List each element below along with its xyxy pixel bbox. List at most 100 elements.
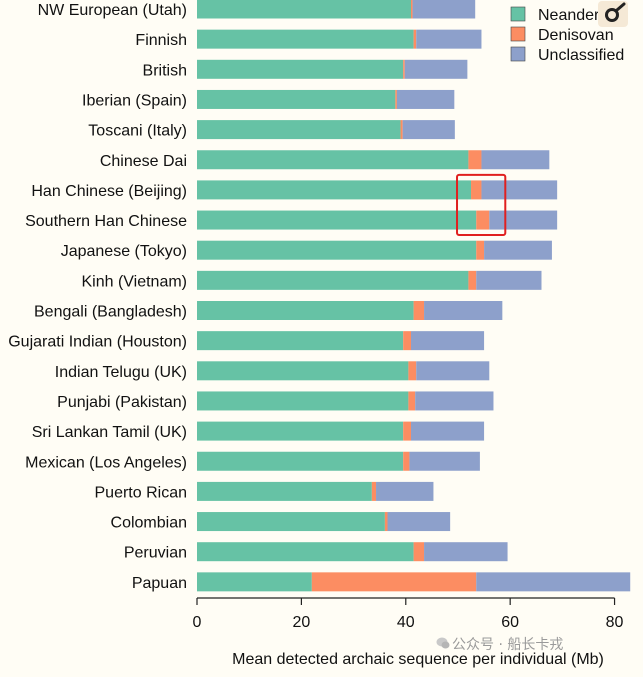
bar-neanderthal-0 <box>197 0 411 19</box>
bars-group <box>197 0 631 592</box>
x-tick-label: 40 <box>397 614 415 631</box>
bar-unclassified-11 <box>411 331 485 351</box>
bar-denisovan-6 <box>471 180 482 200</box>
bar-neanderthal-3 <box>197 89 396 109</box>
wechat-icon <box>436 636 450 649</box>
magnifier-icon[interactable] <box>598 1 628 27</box>
category-label: Gujarati Indian (Houston) <box>8 334 187 351</box>
bar-denisovan-19 <box>311 572 477 592</box>
bar-denisovan-3 <box>395 89 397 109</box>
category-label: Toscani (Italy) <box>88 123 187 140</box>
bar-neanderthal-13 <box>197 391 409 411</box>
bar-unclassified-10 <box>424 301 503 320</box>
bar-denisovan-11 <box>403 331 411 351</box>
bar-denisovan-4 <box>400 120 403 140</box>
bar-neanderthal-12 <box>197 361 409 381</box>
category-label: Kinh (Vietnam) <box>81 273 187 290</box>
bar-unclassified-12 <box>416 361 490 381</box>
legend-label-denisovan: Denisovan <box>538 27 614 44</box>
legend-swatch-neanderthal <box>510 6 526 22</box>
bar-denisovan-13 <box>408 391 416 411</box>
x-tick-label: 0 <box>193 614 202 631</box>
bar-denisovan-7 <box>476 210 490 230</box>
bar-unclassified-9 <box>476 270 542 290</box>
bar-neanderthal-11 <box>197 331 404 351</box>
category-label: Puerto Rican <box>95 484 188 501</box>
x-axis: 0 20 40 60 80 <box>193 597 624 631</box>
bar-denisovan-1 <box>413 29 417 49</box>
category-label: Japanese (Tokyo) <box>61 243 187 260</box>
bar-denisovan-17 <box>384 512 388 532</box>
bar-neanderthal-10 <box>197 301 414 320</box>
category-label: Indian Telugu (UK) <box>55 364 187 381</box>
x-tick-label: 60 <box>501 614 519 631</box>
category-label: Bengali (Bangladesh) <box>34 304 187 321</box>
category-label: Sri Lankan Tamil (UK) <box>32 424 187 441</box>
category-label: Iberian (Spain) <box>82 92 187 109</box>
bar-denisovan-18 <box>413 542 425 562</box>
bar-denisovan-14 <box>403 421 411 441</box>
bar-neanderthal-17 <box>197 512 385 532</box>
legend-swatch-denisovan <box>510 26 526 42</box>
bar-unclassified-0 <box>412 0 476 19</box>
bar-neanderthal-8 <box>197 240 477 260</box>
bar-neanderthal-9 <box>197 270 469 290</box>
bar-denisovan-2 <box>403 59 405 79</box>
category-label: Papuan <box>132 575 187 592</box>
bar-neanderthal-15 <box>197 451 404 471</box>
category-label: Punjabi (Pakistan) <box>57 394 187 411</box>
bar-unclassified-17 <box>387 512 451 532</box>
bar-unclassified-14 <box>411 421 485 441</box>
legend-label-unclassified: Unclassified <box>538 47 624 64</box>
category-label: Colombian <box>111 515 187 532</box>
highlight-annotation <box>456 173 507 237</box>
bar-denisovan-8 <box>476 240 485 260</box>
bar-unclassified-6 <box>481 180 558 200</box>
x-tick-label: 20 <box>292 614 310 631</box>
category-label: Chinese Dai <box>100 153 187 170</box>
bar-unclassified-2 <box>404 59 468 79</box>
bar-neanderthal-5 <box>197 150 469 170</box>
category-label: Peruvian <box>124 545 187 562</box>
bar-unclassified-18 <box>424 542 508 562</box>
bar-neanderthal-6 <box>197 180 472 200</box>
category-labels: NW European (Utah) Finnish British Iberian … <box>8 2 187 592</box>
x-axis-label: Mean detected archaic sequence per indiv… <box>232 651 604 668</box>
bar-neanderthal-18 <box>197 542 414 562</box>
bar-denisovan-5 <box>468 150 482 170</box>
watermark-text: 公众号 · 船长卡戎 <box>452 637 564 653</box>
bar-denisovan-15 <box>403 451 410 471</box>
bar-unclassified-1 <box>416 29 482 49</box>
bar-denisovan-12 <box>408 361 417 381</box>
bar-unclassified-8 <box>484 240 552 260</box>
bar-denisovan-10 <box>413 301 425 320</box>
bar-neanderthal-19 <box>197 572 312 592</box>
category-label: British <box>143 62 187 79</box>
category-label: Southern Han Chinese <box>25 213 187 230</box>
category-label: Finnish <box>135 32 187 49</box>
bar-unclassified-15 <box>409 451 480 471</box>
bar-neanderthal-16 <box>197 481 372 501</box>
bar-denisovan-9 <box>468 270 477 290</box>
highlight-box <box>456 173 507 237</box>
bar-neanderthal-2 <box>197 59 404 79</box>
category-label: Mexican (Los Angeles) <box>25 454 187 471</box>
category-label: Han Chinese (Beijing) <box>31 183 187 200</box>
bar-unclassified-4 <box>402 120 455 140</box>
bar-unclassified-3 <box>396 89 455 109</box>
x-tick-label: 80 <box>606 614 624 631</box>
bar-denisovan-16 <box>371 481 377 501</box>
bar-unclassified-5 <box>481 150 550 170</box>
bar-neanderthal-4 <box>197 120 401 140</box>
bar-unclassified-16 <box>376 481 434 501</box>
bar-unclassified-19 <box>476 572 631 592</box>
bar-neanderthal-7 <box>197 210 477 230</box>
bar-denisovan-0 <box>411 0 413 19</box>
bar-unclassified-7 <box>489 210 558 230</box>
bar-neanderthal-1 <box>197 29 414 49</box>
bar-unclassified-13 <box>415 391 494 411</box>
legend-swatch-unclassified <box>510 46 526 62</box>
bar-neanderthal-14 <box>197 421 404 441</box>
